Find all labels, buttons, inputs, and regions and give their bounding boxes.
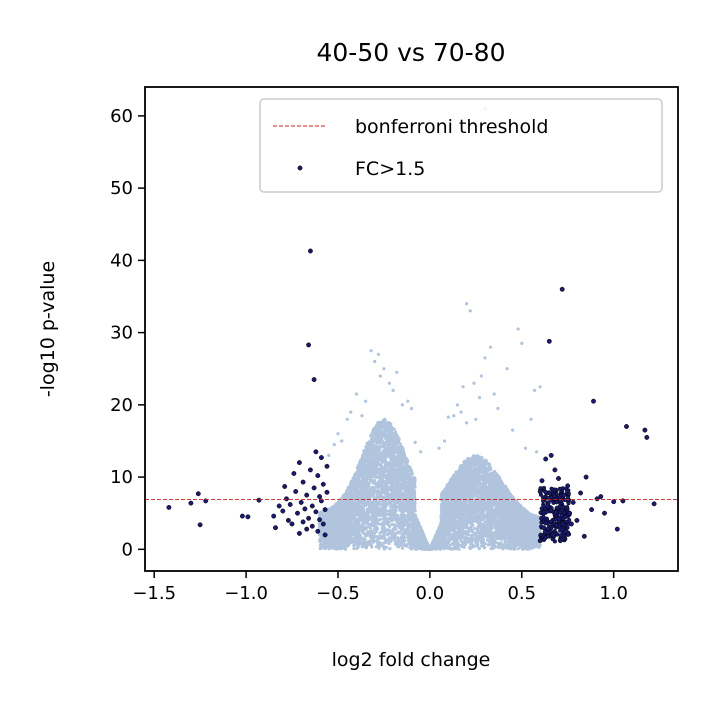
background-point bbox=[394, 430, 398, 434]
background-point bbox=[459, 539, 463, 543]
background-point bbox=[401, 546, 405, 550]
background-point-cloud bbox=[318, 417, 572, 551]
background-point bbox=[496, 541, 500, 545]
background-point bbox=[356, 540, 360, 544]
background-point bbox=[477, 547, 481, 551]
background-point bbox=[448, 543, 452, 548]
background-point bbox=[467, 500, 471, 504]
chart-title: 40-50 vs 70-80 bbox=[316, 38, 505, 67]
background-point bbox=[407, 483, 411, 487]
background-point bbox=[370, 436, 374, 441]
background-point bbox=[485, 486, 489, 490]
background-point bbox=[393, 525, 397, 530]
background-point bbox=[390, 522, 394, 527]
background-point bbox=[379, 517, 383, 521]
background-point bbox=[385, 495, 389, 500]
background-point bbox=[469, 542, 473, 546]
background-point bbox=[462, 545, 466, 549]
background-point bbox=[464, 529, 468, 533]
background-point bbox=[389, 457, 393, 462]
background-point bbox=[375, 485, 379, 489]
background-point bbox=[516, 547, 520, 551]
background-point bbox=[448, 478, 453, 482]
points-layer bbox=[166, 107, 657, 551]
background-point bbox=[460, 520, 464, 524]
background-point bbox=[372, 527, 376, 532]
background-point bbox=[503, 540, 507, 544]
background-point bbox=[382, 495, 386, 499]
